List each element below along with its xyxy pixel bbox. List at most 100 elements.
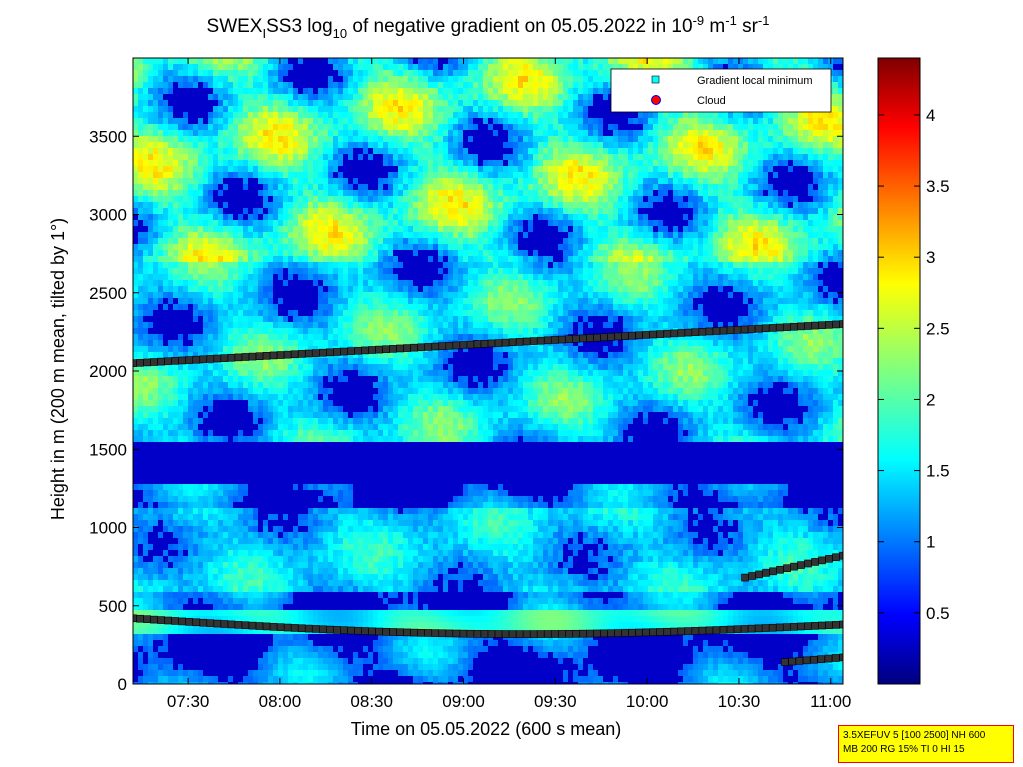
minimum-marker [754, 624, 763, 633]
minimum-marker [227, 620, 236, 629]
minimum-marker [508, 630, 517, 638]
minimum-marker [712, 626, 721, 634]
minimum-marker [515, 630, 524, 638]
minimum-marker [368, 346, 376, 354]
minimum-marker [572, 334, 580, 343]
minimum-marker [157, 616, 165, 624]
minimum-marker [220, 620, 229, 628]
minimum-marker [740, 325, 749, 334]
minimum-marker [234, 353, 243, 362]
heatmap-area [133, 58, 843, 684]
y-tick-label: 1500 [89, 440, 127, 459]
minimum-marker [825, 554, 833, 563]
minimum-marker [241, 621, 250, 630]
minimum-marker [529, 337, 538, 345]
minimum-marker [761, 624, 770, 632]
minimum-marker [698, 626, 707, 635]
processing-info-box: 3.5XEFUV 5 [100 2500] NH 600 MB 200 RG 1… [838, 725, 1014, 763]
minimum-marker [494, 339, 503, 347]
minimum-marker [839, 551, 843, 560]
minimum-marker [839, 620, 843, 629]
minimum-marker [424, 343, 433, 351]
minimum-marker [769, 567, 777, 576]
minimum-marker [558, 630, 566, 638]
minimum-marker [136, 614, 144, 623]
minimum-marker [684, 627, 693, 635]
x-axis-label: Time on 05.05.2022 (600 s mean) [351, 719, 622, 739]
minimum-marker [417, 628, 426, 637]
minimum-marker [614, 332, 622, 341]
colorbar-tick-label: 2 [926, 390, 935, 409]
minimum-marker [810, 655, 818, 664]
minimum-marker [719, 625, 728, 634]
minimum-marker [656, 628, 665, 636]
minimum-marker [248, 621, 257, 630]
legend: Gradient local minimum Cloud [610, 68, 832, 113]
minimum-marker [832, 621, 840, 629]
minimum-marker [347, 347, 355, 355]
y-tick-label: 1000 [89, 519, 127, 538]
minimum-marker [762, 569, 770, 577]
minimum-marker [628, 628, 636, 637]
minimum-marker [192, 618, 201, 627]
minimum-marker [480, 340, 489, 348]
minimum-marker [733, 326, 742, 334]
minimum-marker [248, 352, 257, 361]
minimum-marker [832, 320, 840, 329]
minimum-marker [747, 325, 756, 333]
minimum-marker [642, 628, 650, 637]
minimum-marker [789, 322, 798, 331]
minimum-marker [839, 320, 843, 328]
minimum-marker [431, 629, 440, 637]
minimum-marker [543, 336, 552, 345]
minimum-marker [304, 624, 313, 633]
minimum-marker [417, 343, 426, 352]
minimum-marker [754, 324, 763, 333]
minimum-marker [375, 627, 383, 636]
minimum-marker [649, 330, 657, 339]
minimum-marker [410, 628, 418, 637]
minimum-marker [283, 623, 292, 632]
minimum-marker [831, 654, 840, 662]
minimum-marker [804, 622, 812, 630]
minimum-marker [185, 356, 194, 364]
minimum-marker [276, 623, 285, 631]
minimum-marker [150, 358, 158, 366]
minimum-marker [565, 630, 573, 638]
minimum-marker [607, 629, 615, 637]
minimum-marker [185, 618, 194, 626]
minimum-marker [761, 324, 770, 333]
minimum-marker [480, 630, 489, 638]
minimum-marker [333, 348, 341, 356]
minimum-marker [297, 624, 306, 633]
minimum-marker [797, 561, 805, 569]
minimum-marker [269, 351, 278, 360]
minimum-marker [206, 355, 215, 363]
minimum-marker [550, 336, 559, 344]
minimum-marker [747, 624, 756, 633]
minimum-marker [712, 327, 721, 335]
minimum-marker [663, 329, 672, 338]
minimum-marker [290, 624, 299, 632]
minimum-marker [719, 326, 728, 335]
minimum-marker [740, 625, 749, 633]
colorbar-tick-label: 4 [926, 106, 935, 125]
minimum-marker [775, 323, 784, 332]
x-axis: 07:30 08:00 08:30 09:00 09:30 10:00 10:30 11:00 [167, 58, 851, 711]
minimum-marker [635, 628, 643, 637]
minimum-marker [403, 628, 411, 637]
minimum-marker [755, 570, 763, 579]
minimum-marker [501, 630, 510, 638]
minimum-marker [818, 621, 826, 630]
minimum-marker [206, 619, 215, 627]
minimum-marker [241, 353, 250, 361]
y-tick-label: 500 [99, 597, 127, 616]
y-axis: 0 500 1000 1500 2000 2500 3000 3500 [89, 127, 843, 694]
minimum-marker [550, 630, 559, 638]
minimum-marker [255, 622, 264, 630]
minimum-marker [382, 345, 390, 354]
minimum-marker [536, 336, 545, 345]
minimum-marker [487, 630, 496, 638]
minimum-marker [614, 629, 622, 637]
